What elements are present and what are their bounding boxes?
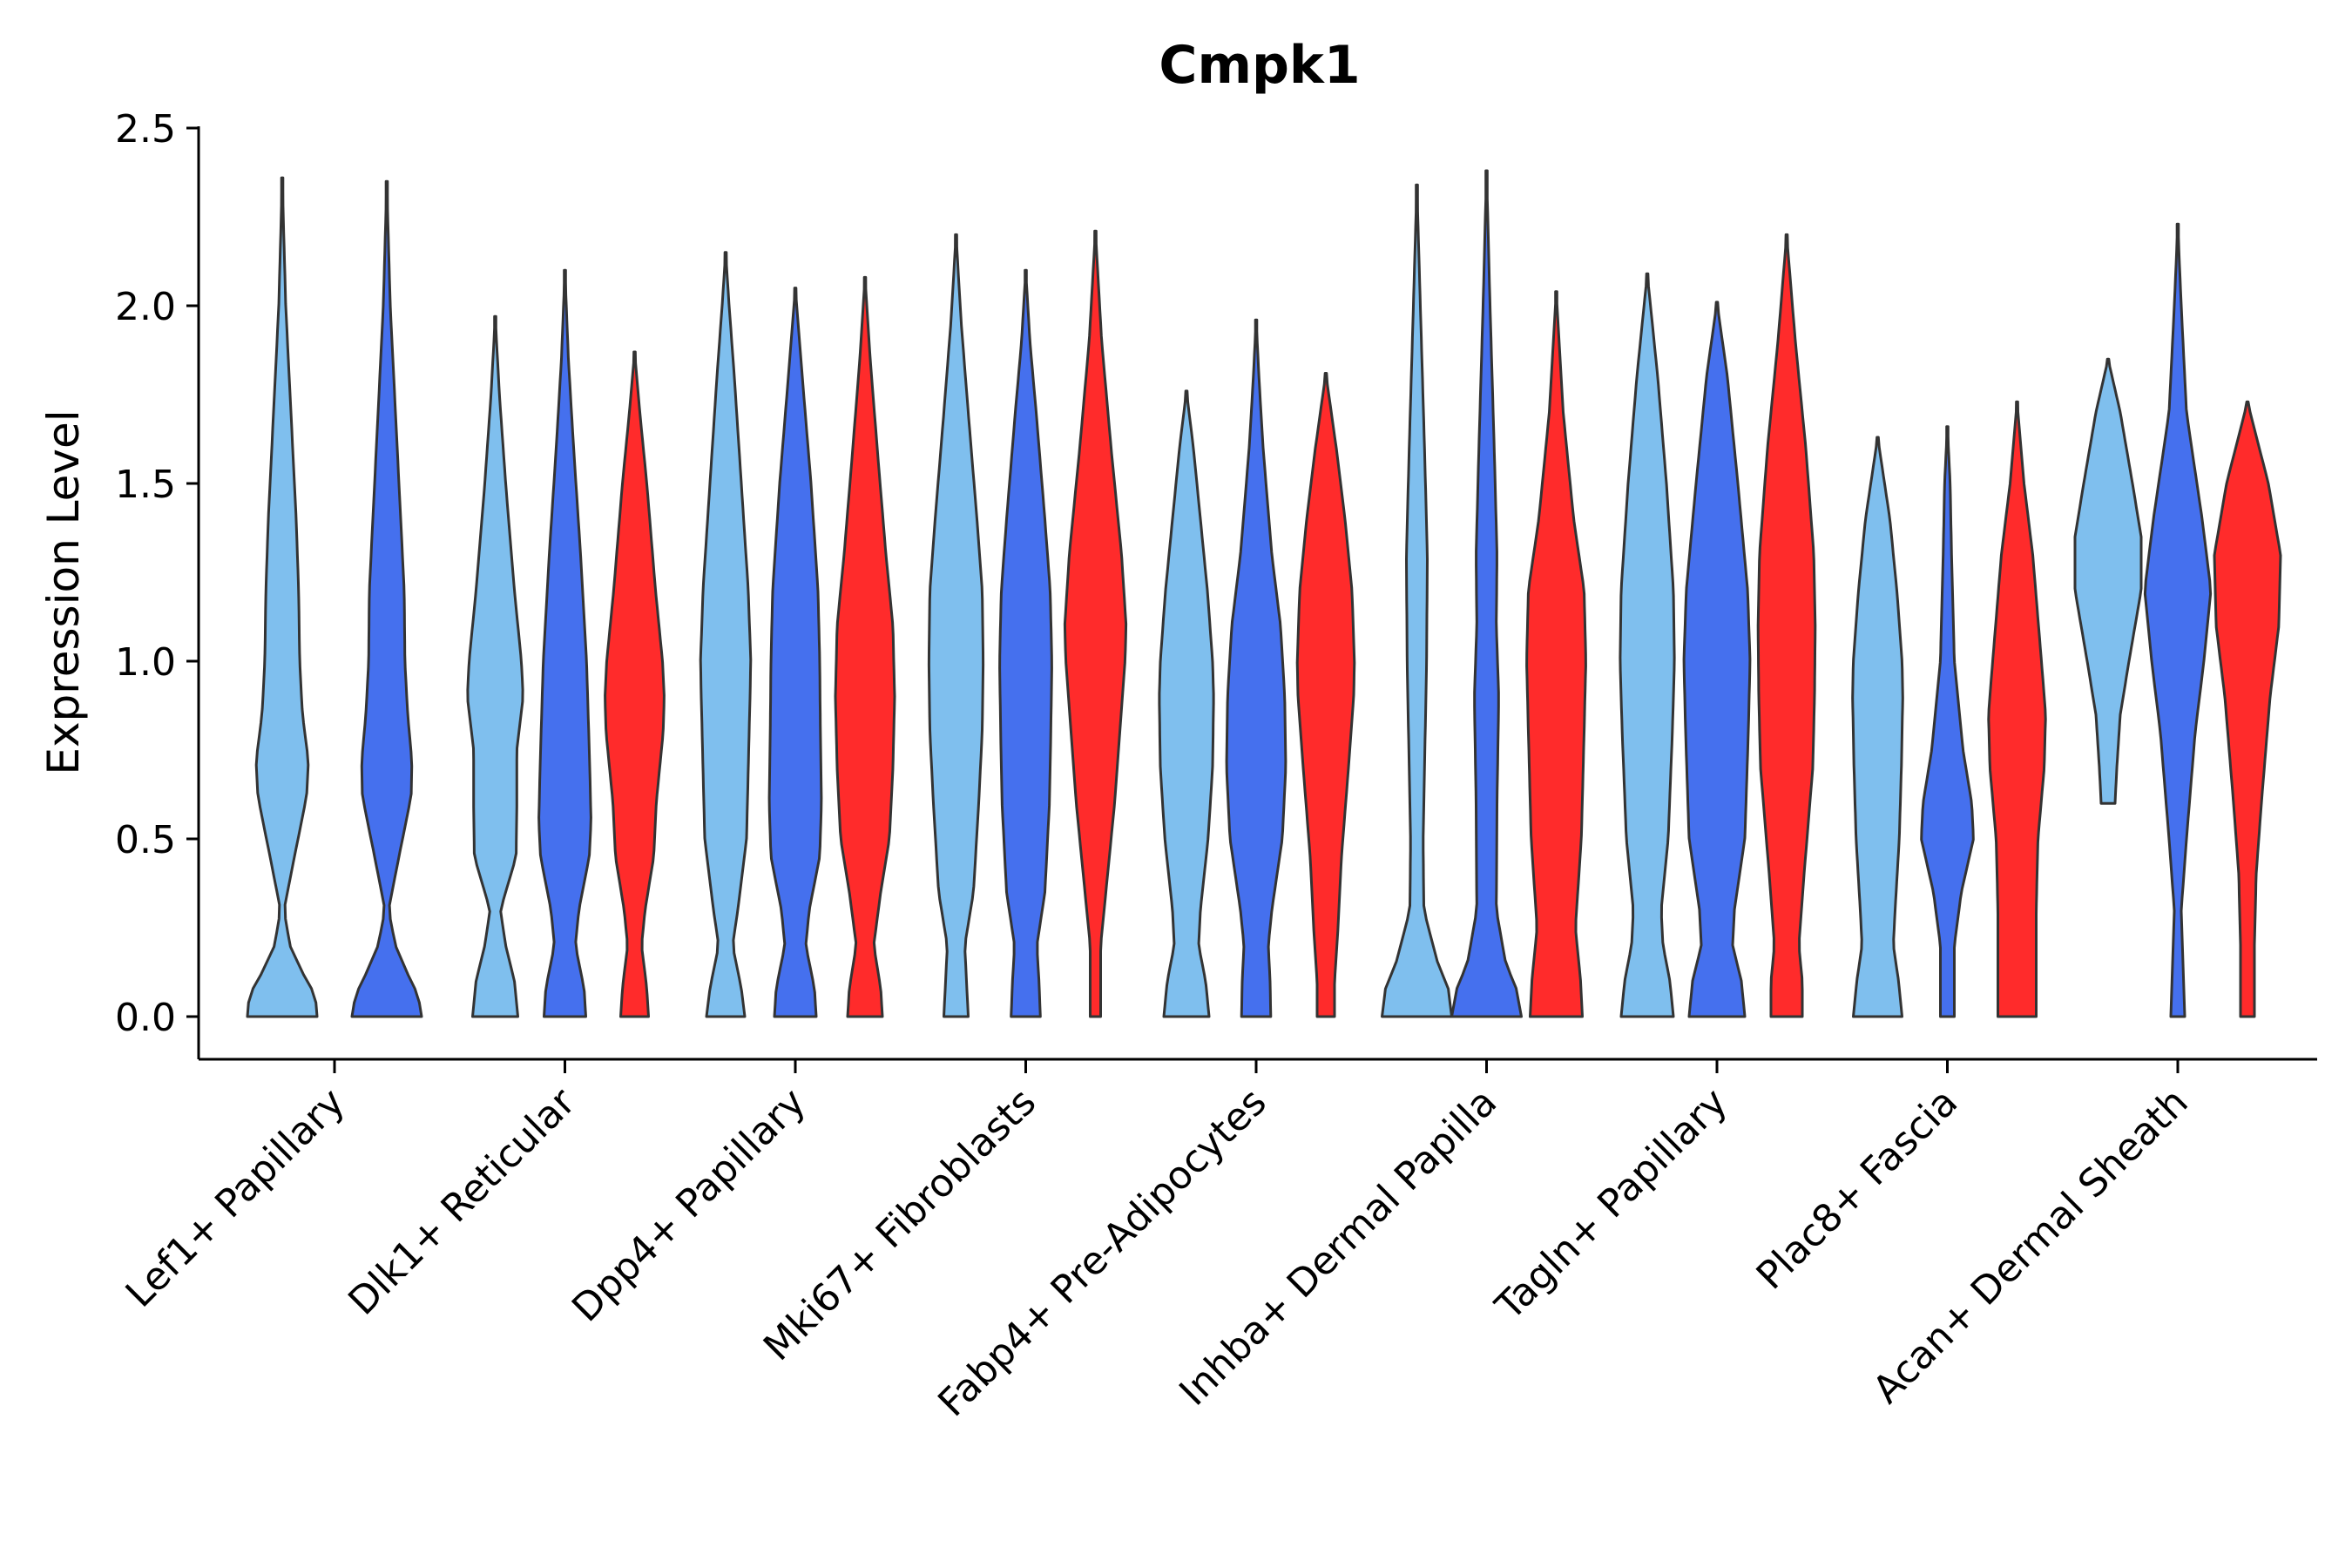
violin-blue xyxy=(2143,222,2213,1018)
x-category-label: Dpp4+ Papillary xyxy=(564,1080,814,1331)
violin-red xyxy=(1063,229,1128,1018)
violin-blue xyxy=(1450,169,1523,1018)
x-category-label: Plac8+ Fascia xyxy=(1748,1080,1967,1299)
x-category-label: Tagln+ Papillary xyxy=(1487,1080,1736,1329)
violin-light-blue xyxy=(246,176,319,1018)
violin-light-blue xyxy=(2073,357,2143,805)
violin-blue xyxy=(767,287,823,1018)
violin-red xyxy=(1756,233,1817,1018)
axes-layer xyxy=(197,126,2317,1061)
violin-red xyxy=(1295,372,1356,1018)
violin-light-blue xyxy=(1619,272,1676,1018)
y-tick-label: 1.5 xyxy=(115,463,176,507)
violin-red xyxy=(2213,400,2282,1018)
y-ticks-layer: 0.0 0.5 1.0 1.5 2.0 2.5 xyxy=(115,107,199,1040)
violin-light-blue xyxy=(927,233,985,1018)
y-tick-label: 2.5 xyxy=(115,107,176,152)
y-tick-label: 2.0 xyxy=(115,285,176,329)
y-tick-label: 0.0 xyxy=(115,996,176,1040)
y-tick-label: 1.0 xyxy=(115,640,176,685)
violin-light-blue xyxy=(699,251,753,1018)
chart-title: Cmpk1 xyxy=(1159,35,1360,96)
violin-red xyxy=(1525,290,1587,1018)
violin-blue xyxy=(998,268,1053,1018)
violin-blue xyxy=(1920,425,1975,1018)
x-category-label: Dlk1+ Reticular xyxy=(340,1079,585,1324)
violin-blue xyxy=(1682,301,1752,1018)
violin-light-blue xyxy=(1158,389,1215,1018)
y-tick-label: 0.5 xyxy=(115,818,176,862)
violin-light-blue xyxy=(1851,436,1904,1018)
violin-blue xyxy=(537,268,592,1018)
violin-blue xyxy=(1225,318,1288,1018)
y-axis-label: Expression Level xyxy=(38,409,89,774)
x-category-label: Lef1+ Papillary xyxy=(118,1080,354,1316)
violin-red xyxy=(604,350,666,1018)
violins-layer xyxy=(246,169,2282,1018)
violin-light-blue xyxy=(466,314,524,1018)
violin-light-blue xyxy=(1381,183,1453,1018)
violin-blue xyxy=(350,179,423,1018)
violin-red xyxy=(834,275,896,1018)
violin-red xyxy=(1987,400,2047,1018)
